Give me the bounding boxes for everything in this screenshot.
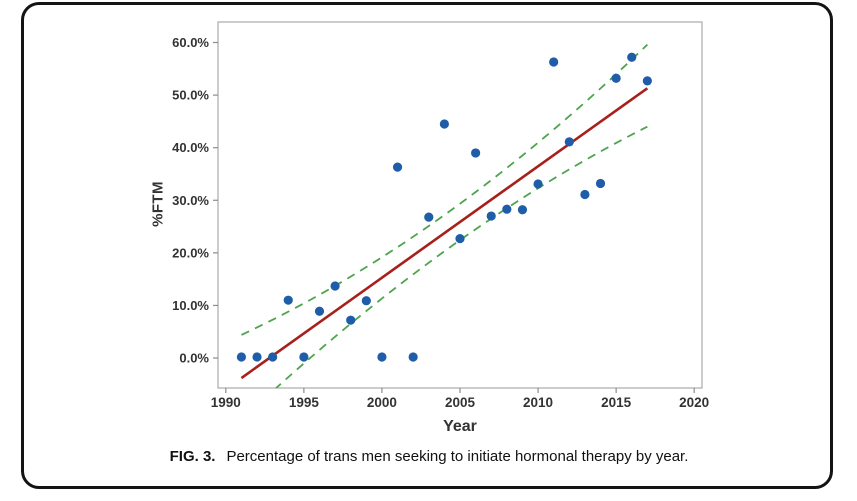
data-point bbox=[611, 73, 621, 83]
data-point bbox=[346, 315, 356, 325]
y-axis-title: %FTM bbox=[149, 181, 167, 227]
data-point bbox=[642, 76, 652, 86]
data-point bbox=[424, 212, 434, 222]
data-point bbox=[533, 179, 543, 189]
data-point bbox=[252, 352, 262, 362]
data-point bbox=[595, 178, 606, 189]
lower-confidence-band bbox=[274, 125, 648, 388]
data-point bbox=[549, 57, 559, 67]
data-point bbox=[486, 211, 496, 221]
data-point bbox=[268, 352, 278, 362]
data-point bbox=[439, 119, 449, 129]
x-tick-label: 2010 bbox=[523, 395, 553, 410]
data-point bbox=[314, 306, 325, 316]
y-tick-label: 30.0% bbox=[172, 193, 209, 208]
data-point bbox=[361, 296, 371, 306]
data-point bbox=[580, 189, 590, 200]
x-tick-label: 2000 bbox=[367, 395, 397, 410]
data-point bbox=[283, 295, 293, 305]
data-point bbox=[408, 352, 418, 362]
data-point bbox=[299, 352, 309, 362]
y-tick-label: 0.0% bbox=[179, 351, 209, 366]
fitted-trend-line bbox=[240, 87, 649, 380]
data-point bbox=[455, 234, 465, 244]
upper-confidence-band bbox=[241, 43, 648, 336]
data-point bbox=[564, 137, 574, 147]
figure-caption-text: Percentage of trans men seeking to initi… bbox=[226, 448, 689, 465]
x-tick-label: 2020 bbox=[679, 395, 709, 410]
x-tick-label: 1990 bbox=[211, 395, 241, 410]
data-point bbox=[392, 162, 403, 172]
y-tick-label: 10.0% bbox=[172, 298, 209, 313]
x-tick-label: 1995 bbox=[289, 395, 320, 410]
figure-caption: FIG. 3. Percentage of trans men seeking t… bbox=[23, 448, 835, 465]
plot-frame bbox=[217, 21, 703, 389]
data-point bbox=[627, 52, 637, 62]
data-point bbox=[377, 352, 387, 362]
x-tick-label: 2005 bbox=[445, 395, 476, 410]
data-point bbox=[502, 204, 512, 214]
data-point bbox=[471, 148, 481, 158]
data-point bbox=[236, 352, 247, 362]
y-tick-label: 50.0% bbox=[172, 88, 209, 103]
y-tick-label: 60.0% bbox=[172, 35, 209, 50]
data-point bbox=[330, 281, 340, 291]
y-tick-label: 40.0% bbox=[172, 140, 209, 155]
x-tick-label: 2015 bbox=[601, 395, 632, 410]
data-point bbox=[517, 205, 528, 215]
figure-caption-label: FIG. 3. bbox=[169, 448, 216, 465]
y-tick-label: 20.0% bbox=[172, 245, 209, 260]
x-axis-title: Year bbox=[443, 418, 477, 435]
